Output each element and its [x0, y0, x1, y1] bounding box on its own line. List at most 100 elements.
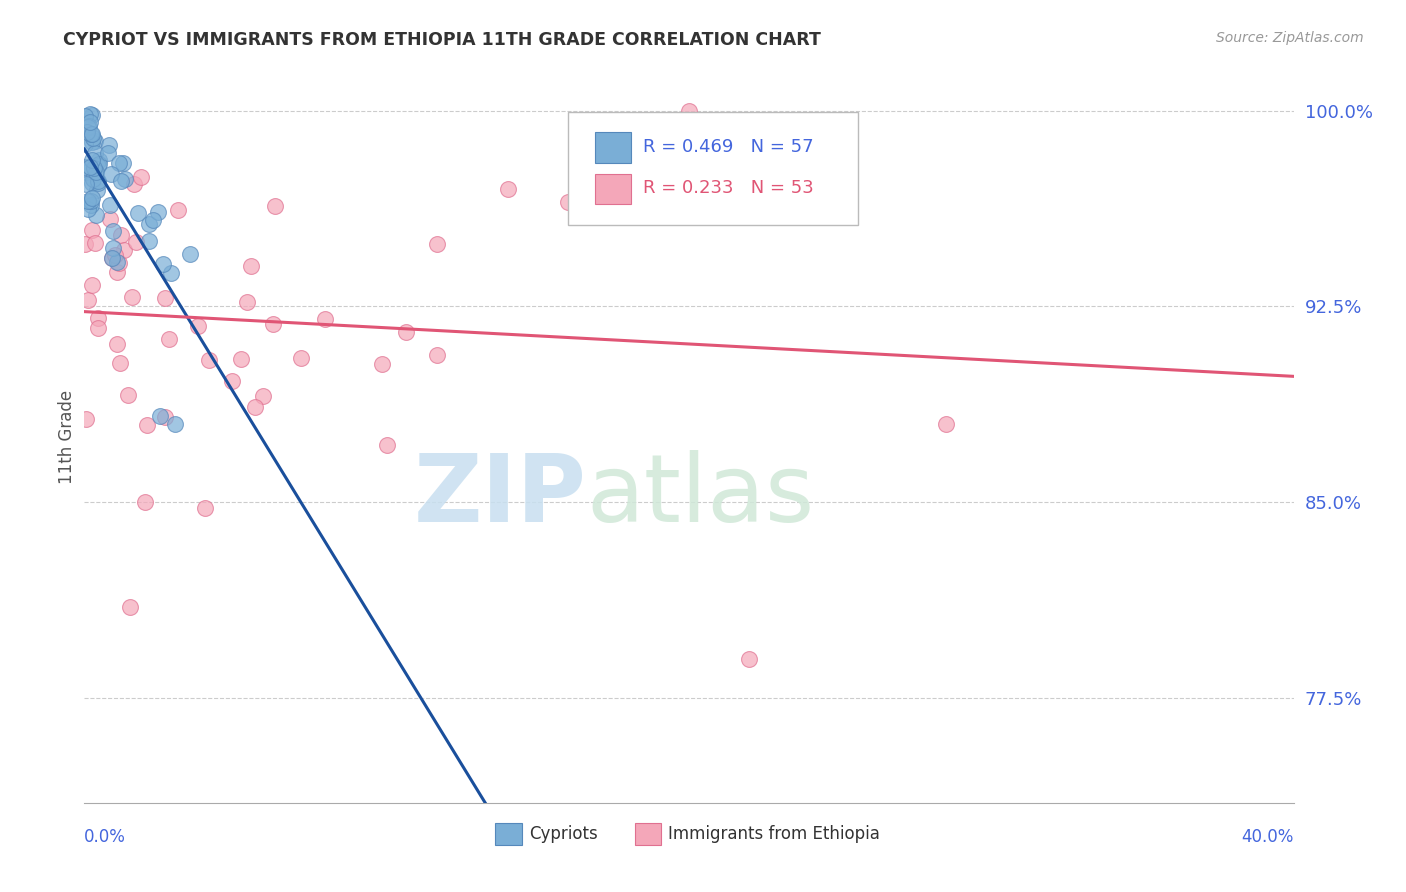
Point [262, 317, 284, 331]
Point [155, 409, 177, 424]
Point [75, 136, 97, 151]
Point [111, 155, 134, 169]
Point [236, 294, 259, 309]
Point [110, 227, 132, 242]
Point [98, 137, 121, 152]
Point [149, 409, 172, 424]
Point [73, 160, 96, 174]
Point [231, 351, 253, 366]
Point [148, 205, 170, 219]
Point [153, 291, 176, 305]
Bar [595, 174, 631, 204]
Point [138, 234, 160, 248]
FancyBboxPatch shape [568, 112, 858, 225]
Point [82, 130, 104, 145]
Point [371, 358, 394, 372]
Point [79, 115, 101, 129]
Y-axis label: 11th Grade: 11th Grade [58, 390, 76, 484]
Point [75, 412, 97, 426]
Point [83, 146, 105, 161]
Point [121, 290, 143, 304]
Point [82, 172, 104, 186]
Point [290, 351, 312, 365]
Point [125, 235, 148, 249]
Point [129, 169, 152, 184]
Point [76, 194, 98, 208]
Text: R = 0.233   N = 53: R = 0.233 N = 53 [643, 179, 814, 197]
Point [101, 252, 124, 266]
Text: 0.0%: 0.0% [84, 828, 127, 846]
Point [80, 127, 103, 141]
Point [105, 265, 128, 279]
Point [112, 244, 135, 258]
Point [138, 218, 160, 232]
Point [100, 167, 122, 181]
Point [75, 177, 97, 191]
Point [101, 251, 124, 265]
Point [80, 108, 103, 122]
Point [84, 164, 107, 178]
Point [108, 156, 131, 170]
Point [127, 206, 149, 220]
Point [165, 417, 187, 431]
Text: Source: ZipAtlas.com: Source: ZipAtlas.com [1216, 31, 1364, 45]
Point [738, 652, 761, 666]
Point [87, 157, 110, 171]
Text: ZIP: ZIP [413, 450, 586, 541]
Point [221, 375, 243, 389]
Point [79, 107, 101, 121]
Point [84, 134, 107, 148]
Point [264, 199, 287, 213]
Point [82, 223, 104, 237]
Point [75, 164, 97, 178]
Point [80, 127, 103, 141]
Point [83, 235, 105, 250]
Point [77, 120, 100, 134]
Point [98, 212, 121, 227]
Point [87, 174, 110, 188]
Point [198, 353, 221, 368]
Point [252, 389, 274, 403]
Point [73, 237, 96, 252]
Point [80, 153, 103, 168]
Point [104, 248, 127, 262]
Point [80, 176, 103, 190]
Point [82, 277, 104, 292]
Point [87, 321, 110, 335]
Point [80, 198, 103, 212]
Point [117, 388, 139, 402]
Point [87, 159, 110, 173]
Point [87, 311, 110, 326]
Text: Immigrants from Ethiopia: Immigrants from Ethiopia [668, 825, 880, 843]
Point [375, 438, 398, 452]
Point [105, 337, 128, 351]
Bar [595, 132, 631, 163]
Point [194, 500, 217, 515]
Point [114, 172, 136, 186]
Point [83, 161, 105, 176]
Point [118, 599, 141, 614]
Point [159, 266, 181, 280]
Point [395, 325, 418, 339]
Point [935, 417, 957, 431]
Point [243, 401, 266, 415]
Point [105, 255, 128, 269]
Point [98, 198, 121, 212]
Point [76, 125, 98, 139]
Point [101, 224, 124, 238]
Point [82, 136, 104, 150]
Text: R = 0.469   N = 57: R = 0.469 N = 57 [643, 137, 814, 156]
Bar [634, 823, 661, 846]
Point [678, 103, 700, 118]
Point [82, 191, 104, 205]
Point [76, 293, 98, 308]
Point [187, 318, 209, 333]
Point [103, 241, 125, 255]
Point [79, 160, 101, 174]
Point [84, 208, 107, 222]
Point [124, 178, 146, 192]
Point [157, 332, 180, 346]
Point [80, 194, 103, 209]
Text: Cypriots: Cypriots [529, 825, 598, 843]
Text: CYPRIOT VS IMMIGRANTS FROM ETHIOPIA 11TH GRADE CORRELATION CHART: CYPRIOT VS IMMIGRANTS FROM ETHIOPIA 11TH… [63, 31, 821, 49]
